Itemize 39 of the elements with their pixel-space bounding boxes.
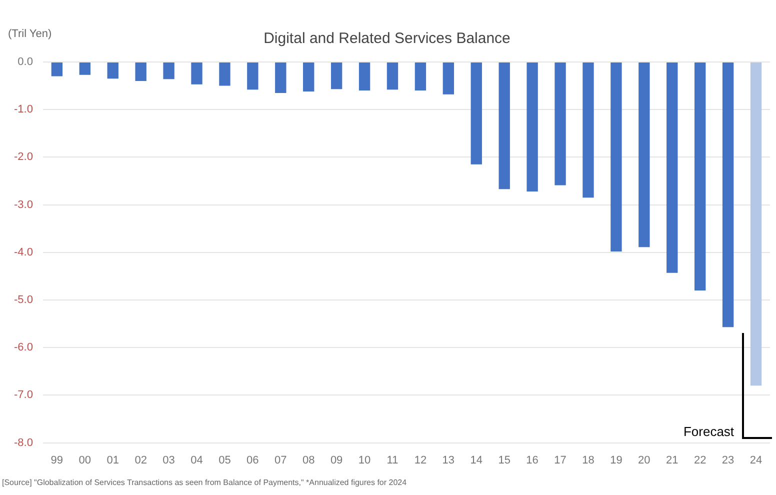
x-tick-label: 21: [666, 454, 678, 466]
y-tick-label: -6.0: [14, 342, 33, 354]
chart-title: Digital and Related Services Balance: [264, 30, 510, 48]
y-axis-title: (Tril Yen): [8, 28, 52, 40]
x-tick-label: 11: [386, 454, 398, 466]
x-tick-label: 05: [218, 454, 231, 466]
x-tick-label: 03: [162, 454, 175, 466]
x-tick-label: 15: [498, 454, 510, 466]
x-tick-label: 09: [330, 454, 343, 466]
x-tick-label: 23: [722, 454, 734, 466]
x-tick-label: 22: [694, 454, 706, 466]
y-tick-label: 0.0: [18, 56, 33, 68]
x-tick-label: 14: [470, 454, 483, 466]
y-tick-label: -5.0: [14, 294, 33, 306]
annotation: Forecast: [683, 424, 734, 439]
x-tick-label: 02: [134, 454, 147, 466]
x-tick-label: 18: [582, 454, 594, 466]
x-tick-label: 17: [554, 454, 566, 466]
y-tick-label: -8.0: [14, 436, 33, 449]
x-tick-label: 10: [358, 454, 371, 466]
x-tick-label: 07: [274, 454, 287, 466]
x-tick-label: 08: [302, 454, 315, 466]
y-tick-label: -1.0: [14, 104, 33, 116]
y-tick-label: -4.0: [14, 246, 33, 258]
x-tick-label: 01: [106, 454, 119, 466]
x-tick-label: 04: [190, 454, 203, 466]
text: [Source] "Globalization of Services Transactions as seen from Balance of Payments," *Annualized figures for 2024: [2, 478, 407, 487]
y-tick-label: -3.0: [14, 198, 33, 211]
x-tick-label: 24: [750, 454, 762, 466]
x-tick-label: 19: [610, 454, 622, 466]
x-tick-label: 06: [246, 454, 259, 466]
x-tick-label: 00: [78, 454, 92, 466]
y-tick-label: -2.0: [14, 151, 33, 164]
x-tick-label: 12: [414, 454, 427, 466]
x-tick-label: 99: [50, 454, 64, 466]
x-tick-label: 13: [442, 454, 455, 466]
y-tick-label: -7.0: [14, 389, 33, 402]
x-tick-label: 20: [638, 454, 650, 466]
x-tick-label: 16: [526, 454, 538, 466]
